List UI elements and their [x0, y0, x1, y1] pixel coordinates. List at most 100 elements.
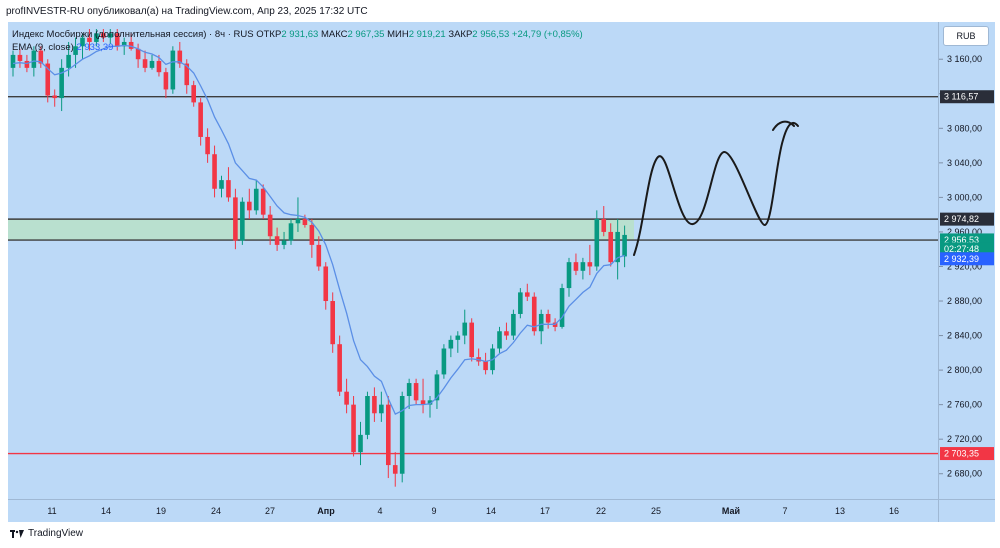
price-scale[interactable]: 3 160,003 120,003 080,003 040,003 000,00… [938, 22, 995, 499]
ema-line [12, 44, 625, 415]
candle-body [10, 54, 16, 68]
legend-close-label: ЗАКР [448, 29, 473, 40]
time-tick-label: 24 [211, 506, 221, 516]
candle-body [406, 383, 412, 397]
candle-body [427, 400, 433, 405]
candle-body [302, 218, 308, 226]
candle-body [38, 50, 44, 64]
time-tick-label: 11 [47, 506, 56, 516]
ema-price-tag-bg [940, 252, 994, 266]
candle-body [94, 33, 99, 42]
price-tick-label: 2 960,00 [947, 227, 982, 237]
time-tick-label: 4 [377, 506, 382, 516]
legend-high-value: 2 967,35 [347, 29, 385, 40]
time-tick-label: 14 [486, 506, 496, 516]
candle-body [538, 313, 544, 332]
legend-low-value: 2 919,21 [408, 29, 446, 40]
candle-body [448, 339, 454, 349]
candle-body [365, 396, 370, 435]
time-tick-label: 14 [101, 506, 111, 516]
candle-body [142, 59, 148, 68]
legend-ema-label[interactable]: EMA (9, close) [12, 42, 74, 53]
candle-body [226, 180, 231, 198]
candle-body [511, 313, 516, 336]
candle-body [344, 391, 349, 405]
candle-body [156, 60, 162, 73]
candle-body [45, 63, 51, 96]
candle-body [323, 266, 329, 302]
candle-body [240, 201, 245, 241]
candle-body [441, 348, 447, 375]
candle-body [274, 236, 280, 245]
time-tick-label: 13 [835, 506, 845, 516]
time-scale[interactable]: 11 14 19 24 27 Апр 4 9 14 17 22 25 Май 7 13 16 [8, 499, 938, 522]
candle-body [420, 400, 426, 405]
candle-body [295, 218, 301, 224]
price-tick-label: 2 680,00 [947, 469, 982, 479]
price-chart[interactable] [8, 22, 938, 499]
level-price-tag-text: 2 703,35 [944, 449, 979, 459]
time-tick-label: 7 [782, 506, 787, 516]
candle-body [121, 41, 127, 47]
candle-body [559, 288, 565, 327]
candle-body [52, 95, 57, 99]
candle-body [531, 296, 537, 332]
level-price-tag-text: 3 116,57 [944, 92, 978, 102]
candle-body [615, 231, 620, 263]
candle-body [469, 322, 474, 358]
candle-body [309, 225, 315, 245]
level-price-tag: 3 116,57 [940, 90, 994, 104]
time-tick-label: 17 [540, 506, 550, 516]
candle-body [316, 244, 322, 267]
forecast-drawing[interactable] [633, 120, 799, 256]
footer: TradingView [10, 528, 83, 539]
countdown-tag-text: 02:27:48 [944, 244, 979, 254]
candle-body [66, 54, 71, 68]
candle-body [177, 50, 183, 64]
level-price-tag-text: 2 974,82 [944, 214, 979, 224]
scale-corner [938, 499, 995, 522]
price-tick-label: 2 720,00 [947, 434, 982, 444]
legend-symbol[interactable]: Индекс Мосбиржи (дополнительная сессия) … [12, 29, 254, 40]
countdown-tag-bg [940, 242, 994, 256]
candle-body [59, 67, 64, 99]
candle-body [566, 262, 572, 289]
last-price-tag-text: 2 956,53 [944, 235, 979, 245]
candle-body [573, 262, 579, 271]
candle-body [87, 37, 92, 42]
level-price-tag-bg [940, 90, 994, 104]
time-tick-label: 19 [156, 506, 166, 516]
support-zone-rect[interactable] [8, 219, 634, 241]
tradingview-logo-icon [10, 529, 24, 538]
candle-body [601, 218, 607, 232]
candle-body [73, 46, 78, 55]
footer-brand[interactable]: TradingView [28, 528, 84, 539]
candle-body [594, 218, 600, 267]
candle-body [135, 48, 141, 60]
candle-body [434, 374, 440, 401]
candle-body [267, 214, 273, 237]
countdown-tag: 02:27:48 [940, 242, 994, 256]
candle-body [108, 33, 113, 38]
candle-body [260, 188, 266, 215]
candle-body [212, 154, 217, 189]
candle-body [386, 404, 391, 466]
candle-body [114, 33, 120, 47]
candle-body [170, 50, 176, 90]
price-tick-label: 3 000,00 [947, 192, 982, 202]
chart-plot-area[interactable] [8, 22, 938, 499]
candle-body [247, 201, 252, 211]
time-tick-label: 25 [651, 506, 661, 516]
candle-body [351, 404, 356, 453]
candle-body [525, 292, 530, 297]
legend-ema-value: 2 933,39 [76, 42, 114, 53]
level-price-tag: 2 703,35 [940, 447, 994, 461]
currency-button[interactable]: RUB [943, 26, 989, 46]
candle-body [497, 331, 502, 349]
candle-body [128, 41, 134, 49]
price-tick-label: 2 800,00 [947, 365, 982, 375]
price-tick-label: 2 760,00 [947, 400, 982, 410]
legend-ohlc-line: Индекс Мосбиржи (дополнительная сессия) … [12, 28, 583, 41]
candle-body [372, 396, 377, 414]
legend-open-value: 2 931,63 [281, 29, 319, 40]
